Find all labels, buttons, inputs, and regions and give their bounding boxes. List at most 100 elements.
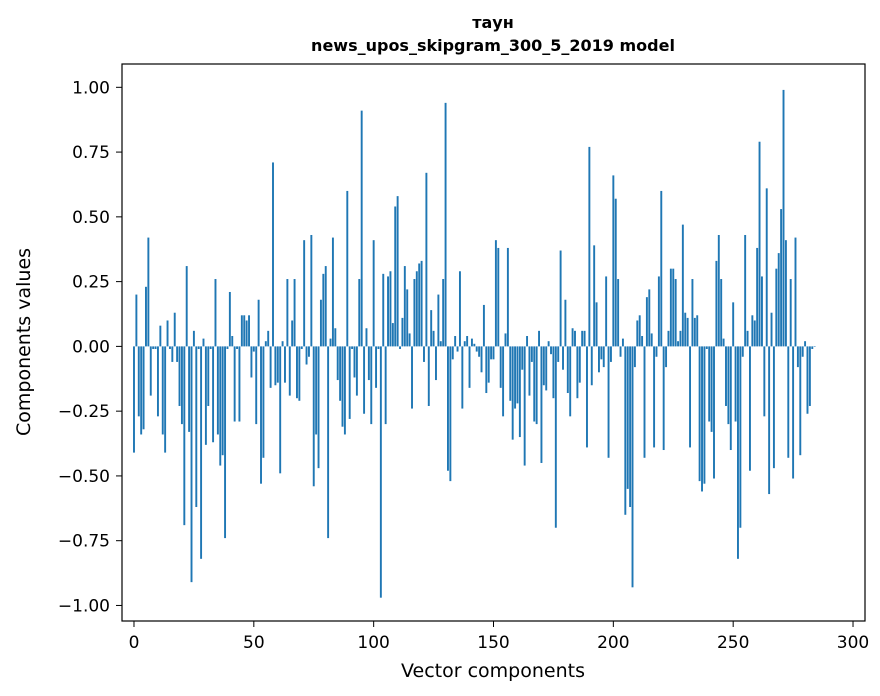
- bar-8: [152, 346, 155, 349]
- y-tick-label: 0.25: [72, 273, 110, 293]
- bar-9: [154, 346, 157, 349]
- bar-138: [463, 341, 466, 347]
- y-tick-label: −0.50: [58, 467, 110, 487]
- bar-132: [449, 346, 452, 482]
- bar-5: [145, 286, 147, 347]
- x-tick-label: 200: [597, 633, 629, 653]
- bar-7: [149, 346, 152, 396]
- bar-141: [470, 338, 473, 347]
- bar-32: [209, 346, 212, 349]
- bar-142: [473, 343, 476, 347]
- bar-57: [269, 346, 272, 388]
- bar-168: [535, 346, 538, 425]
- bar-211: [638, 315, 641, 347]
- bar-88: [343, 346, 346, 435]
- bar-260: [756, 247, 759, 347]
- bar-82: [329, 338, 332, 347]
- bar-233: [691, 279, 694, 347]
- bar-197: [605, 276, 608, 347]
- bar-267: [772, 346, 775, 469]
- bar-72: [305, 346, 308, 365]
- y-tick-label: −0.25: [58, 402, 110, 422]
- bar-114: [406, 289, 409, 347]
- bar-81: [327, 346, 330, 539]
- bar-87: [341, 346, 344, 427]
- bar-53: [260, 346, 262, 484]
- bar-205: [624, 346, 627, 515]
- bar-10: [156, 346, 159, 417]
- bar-34: [214, 279, 217, 347]
- bar-98: [367, 346, 370, 381]
- bar-252: [737, 346, 739, 559]
- bar-105: [384, 346, 387, 425]
- bar-14: [166, 320, 169, 347]
- bar-210: [636, 320, 639, 347]
- bar-184: [574, 330, 576, 347]
- bar-130: [444, 102, 447, 347]
- bar-237: [701, 346, 703, 492]
- bar-145: [480, 346, 483, 373]
- bar-121: [423, 346, 425, 362]
- bar-182: [569, 346, 572, 417]
- bar-243: [715, 260, 718, 347]
- bar-100: [372, 240, 375, 347]
- bar-165: [528, 346, 531, 396]
- bar-36: [219, 346, 222, 466]
- x-tick-label: 150: [477, 633, 509, 653]
- bar-52: [257, 299, 260, 347]
- bar-219: [657, 276, 660, 347]
- bar-249: [729, 346, 732, 451]
- bar-146: [482, 304, 485, 347]
- bar-134: [454, 336, 457, 347]
- bar-220: [660, 190, 663, 347]
- bar-244: [717, 234, 720, 347]
- bar-241: [710, 346, 713, 432]
- bar-263: [763, 346, 766, 417]
- bar-95: [360, 110, 363, 347]
- bar-11: [159, 325, 162, 347]
- plot-frame: [121, 63, 866, 622]
- bar-126: [435, 346, 437, 381]
- bar-209: [633, 346, 636, 368]
- bar-42: [233, 346, 236, 422]
- bar-117: [413, 279, 416, 347]
- bar-221: [662, 346, 665, 451]
- bar-246: [722, 338, 725, 347]
- bar-222: [665, 346, 668, 368]
- bar-278: [799, 346, 802, 456]
- bar-276: [794, 237, 797, 347]
- bar-108: [391, 323, 394, 347]
- bar-157: [509, 346, 512, 401]
- bar-164: [526, 336, 529, 347]
- bar-12: [161, 346, 164, 435]
- bar-78: [319, 299, 322, 347]
- y-axis-label: Components values: [13, 248, 35, 436]
- bar-193: [595, 302, 598, 347]
- bar-39: [226, 346, 229, 349]
- bar-104: [382, 273, 385, 347]
- bar-101: [375, 346, 378, 388]
- bar-118: [415, 271, 418, 347]
- bar-186: [578, 346, 581, 383]
- bar-215: [648, 289, 651, 347]
- bar-67: [293, 279, 296, 347]
- bar-49: [250, 346, 253, 378]
- chart-title: таун: [472, 13, 514, 32]
- x-tick-label: 300: [837, 633, 869, 653]
- bar-161: [518, 346, 521, 438]
- bar-137: [461, 346, 464, 409]
- bar-266: [770, 312, 773, 347]
- bar-181: [566, 346, 569, 394]
- bar-35: [216, 346, 219, 435]
- bar-69: [298, 346, 301, 401]
- bar-240: [708, 346, 711, 422]
- bar-236: [698, 346, 701, 482]
- bar-92: [353, 346, 356, 378]
- bar-103: [379, 346, 382, 598]
- bar-143: [475, 346, 478, 352]
- bar-216: [650, 333, 653, 347]
- bar-154: [502, 346, 505, 417]
- bar-62: [281, 341, 284, 347]
- y-tick-label: 1.00: [72, 78, 110, 98]
